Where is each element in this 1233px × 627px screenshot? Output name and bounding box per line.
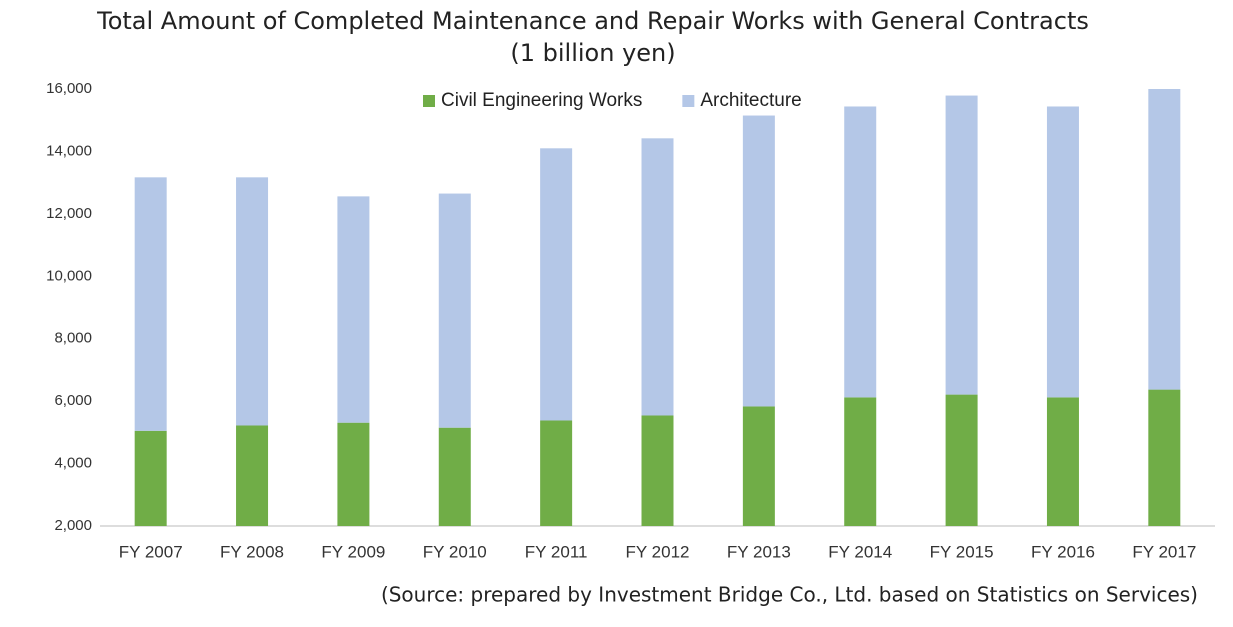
bar-segment: [236, 425, 269, 526]
bar-segment: [438, 427, 471, 526]
bar-segment: [1148, 89, 1181, 390]
bar-segment: [134, 177, 167, 431]
bar-segment: [641, 138, 674, 416]
bar-segment: [945, 95, 978, 395]
y-tick-label: 8,000: [54, 330, 92, 347]
x-tick-label: FY 2007: [119, 542, 183, 561]
bar-segment: [844, 106, 877, 398]
x-tick-label: FY 2009: [321, 542, 385, 561]
bar-segment: [1046, 106, 1079, 398]
source-note: (Source: prepared by Investment Bridge C…: [381, 583, 1198, 607]
chart-subtitle: (1 billion yen): [510, 39, 675, 67]
bar-segment: [1148, 389, 1181, 526]
y-tick-label: 2,000: [54, 517, 92, 534]
legend-label: Civil Engineering Works: [441, 90, 642, 111]
legend-swatch: [682, 95, 695, 107]
bar-segment: [236, 177, 269, 426]
bar-segment: [337, 422, 370, 526]
bar-segment: [742, 406, 775, 526]
y-tick-label: 4,000: [54, 455, 92, 472]
y-tick-label: 12,000: [46, 205, 92, 222]
bar-segment: [438, 193, 471, 428]
bar-segment: [945, 394, 978, 526]
x-tick-label: FY 2012: [626, 542, 690, 561]
x-tick-label: FY 2011: [525, 542, 588, 561]
x-tick-label: FY 2013: [727, 542, 791, 561]
y-tick-label: 6,000: [54, 392, 92, 409]
bar-segment: [641, 415, 674, 526]
bar-segment: [337, 196, 370, 423]
legend-swatch: [423, 95, 435, 107]
bar-segment: [742, 115, 775, 407]
legend-label: Architecture: [700, 90, 801, 111]
bar-segment: [540, 420, 573, 526]
x-tick-label: FY 2014: [828, 542, 892, 561]
bar-segment: [1046, 397, 1079, 526]
bar-segment: [134, 430, 167, 526]
x-tick-label: FY 2015: [930, 542, 994, 561]
chart-title: Total Amount of Completed Maintenance an…: [96, 7, 1089, 35]
y-tick-label: 16,000: [46, 80, 92, 97]
y-tick-label: 10,000: [46, 267, 92, 284]
x-tick-label: FY 2010: [423, 542, 487, 561]
x-tick-label: FY 2016: [1031, 542, 1095, 561]
x-tick-label: FY 2017: [1132, 542, 1196, 561]
x-tick-label: FY 2008: [220, 542, 284, 561]
bar-segment: [540, 148, 573, 421]
bar-segment: [844, 397, 877, 526]
y-tick-label: 14,000: [46, 142, 92, 159]
